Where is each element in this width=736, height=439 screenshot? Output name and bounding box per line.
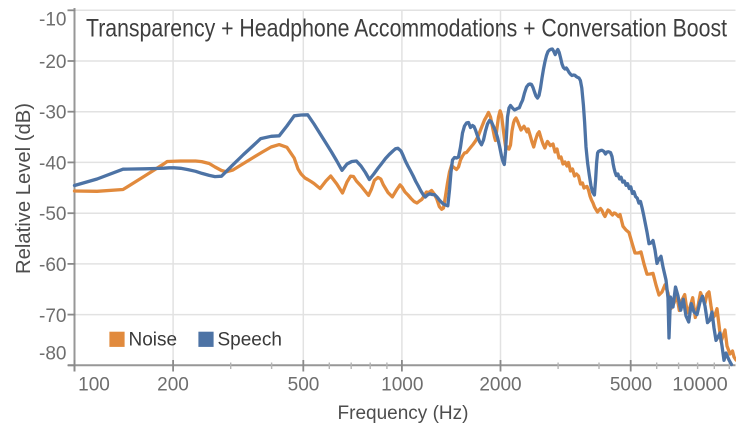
svg-text:Relative Level (dB): Relative Level (dB) [13, 103, 35, 274]
svg-text:Speech: Speech [218, 329, 282, 350]
svg-text:-70: -70 [39, 306, 66, 327]
svg-text:-40: -40 [39, 153, 66, 174]
svg-text:1000: 1000 [381, 375, 423, 396]
svg-text:-80: -80 [39, 344, 66, 365]
svg-text:10000: 10000 [672, 375, 728, 396]
svg-text:200: 200 [157, 375, 189, 396]
svg-text:-50: -50 [39, 204, 66, 225]
svg-text:500: 500 [288, 375, 320, 396]
svg-text:Noise: Noise [129, 329, 178, 350]
svg-text:Frequency (Hz): Frequency (Hz) [338, 403, 469, 424]
svg-text:-10: -10 [39, 10, 66, 31]
svg-text:Transparency + Headphone Accom: Transparency + Headphone Accommodations … [86, 15, 727, 43]
svg-text:-60: -60 [39, 255, 66, 276]
svg-text:-30: -30 [39, 103, 66, 124]
svg-text:5000: 5000 [610, 375, 652, 396]
svg-text:2000: 2000 [479, 375, 521, 396]
svg-text:100: 100 [78, 375, 110, 396]
svg-text:-20: -20 [39, 52, 66, 73]
